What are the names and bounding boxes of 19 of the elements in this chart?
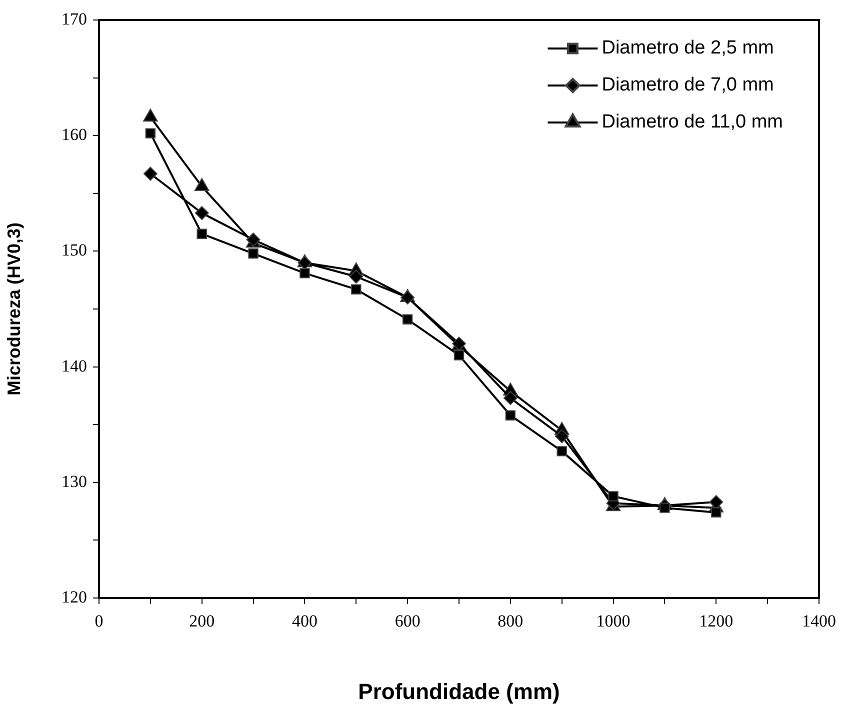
legend-label: Diametro de 2,5 mm bbox=[602, 38, 774, 59]
legend-label: Diametro de 7,0 mm bbox=[602, 74, 774, 96]
x-axis-title: Profundidade (mm) bbox=[358, 678, 560, 704]
y-tick-label: 120 bbox=[62, 587, 87, 606]
x-tick-label: 200 bbox=[189, 612, 215, 631]
x-tick-label: 0 bbox=[94, 612, 104, 631]
y-tick-label: 170 bbox=[62, 9, 87, 28]
y-tick-label: 140 bbox=[62, 356, 87, 376]
x-tick-label: 1400 bbox=[802, 612, 836, 631]
x-tick-label: 400 bbox=[292, 612, 318, 631]
legend-label: Diametro de 11,0 mm bbox=[602, 112, 784, 133]
y-tick-label: 160 bbox=[62, 125, 87, 144]
x-tick-label: 800 bbox=[498, 612, 524, 631]
y-axis-title: Microdureza (HV0,3) bbox=[4, 222, 24, 396]
y-tick-label: 150 bbox=[62, 240, 87, 260]
y-tick-label: 130 bbox=[62, 472, 87, 491]
x-tick-label: 1000 bbox=[596, 612, 630, 631]
x-tick-label: 600 bbox=[394, 612, 420, 631]
x-tick-label: 1200 bbox=[699, 612, 734, 631]
